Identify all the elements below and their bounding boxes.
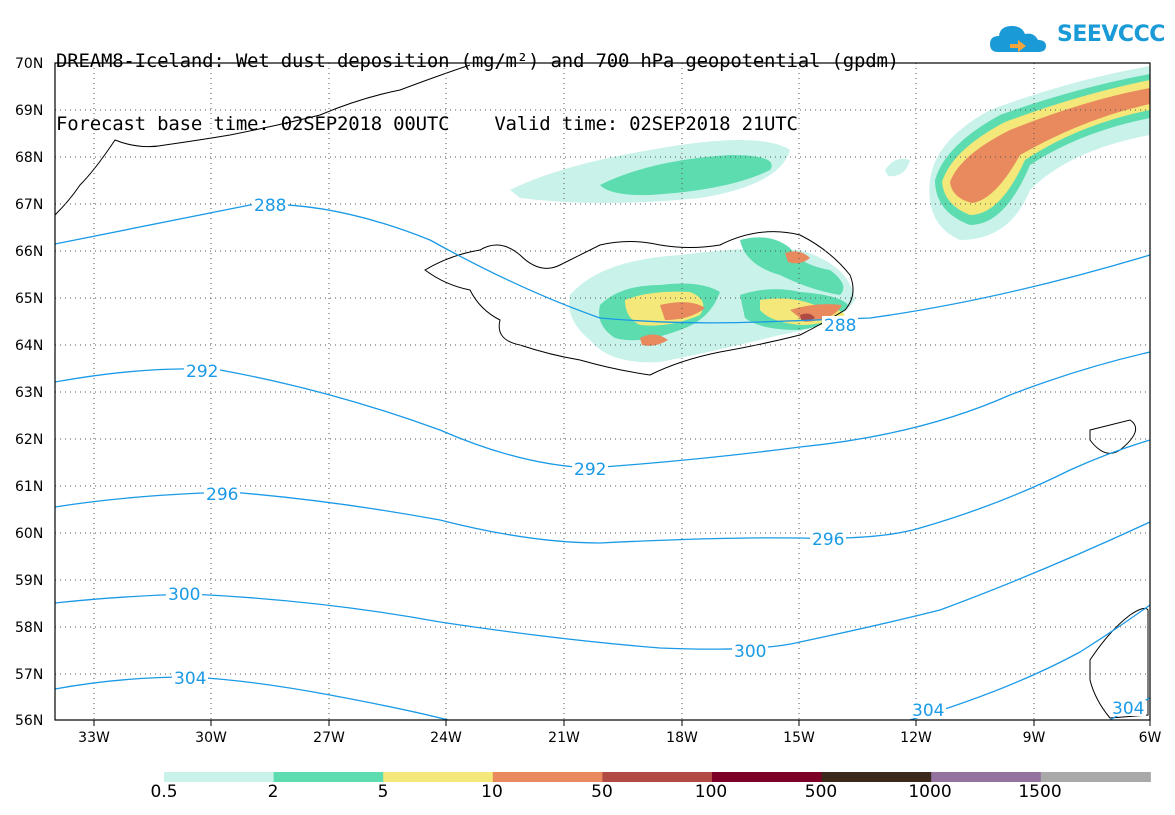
contour-label-304: 304: [174, 669, 206, 689]
lon-label: 9W: [1023, 730, 1046, 746]
legend-label: 1000: [908, 782, 952, 802]
map-frame: [54, 62, 1151, 721]
lat-label: 61N: [15, 479, 43, 495]
legend-swatch: [164, 772, 275, 782]
legend-swatch: [383, 772, 494, 782]
lat-label: 60N: [15, 526, 43, 542]
lon-label: 18W: [666, 730, 698, 746]
lat-label: 63N: [15, 385, 43, 401]
lat-label: 70N: [15, 56, 43, 72]
lat-label: 57N: [15, 667, 43, 683]
contour-304-left: [54, 676, 449, 721]
contour-label-292-east: 292: [574, 460, 606, 480]
faroe-coast: [1089, 419, 1137, 454]
legend-label: 500: [804, 782, 838, 802]
contour-labels: 288 292 296 300 304 288 292 296 300 304 …: [166, 196, 1146, 721]
iceland-coast: [424, 231, 854, 376]
legend-label: 50: [591, 782, 613, 802]
latitude-labels: 70N 69N 68N 67N 66N 65N 64N 63N 62N 61N …: [15, 56, 43, 729]
lat-label: 68N: [15, 150, 43, 166]
contour-label-296-east: 296: [812, 530, 844, 550]
tick-marks: [93, 720, 1151, 726]
legend-swatch: [602, 772, 713, 782]
legend-label: 10: [481, 782, 503, 802]
color-legend: [164, 772, 1151, 782]
logo-text: SEEVCCC: [1057, 22, 1165, 47]
lat-label: 56N: [15, 713, 43, 729]
lon-label: 27W: [313, 730, 345, 746]
greenland-coast: [54, 64, 471, 216]
lon-label: 21W: [548, 730, 580, 746]
lat-label: 62N: [15, 432, 43, 448]
dust-deposition-field: [510, 66, 1150, 363]
lat-label: 66N: [15, 244, 43, 260]
cloud-icon: [990, 26, 1046, 52]
contour-label-296: 296: [206, 485, 238, 505]
legend-swatch: [821, 772, 932, 782]
longitude-labels: 33W 30W 27W 24W 21W 18W 15W 12W 9W 6W: [78, 730, 1161, 746]
legend-label: 1500: [1018, 782, 1062, 802]
title-line-2: Forecast base time: 02SEP2018 00UTC Vali…: [56, 113, 798, 135]
contour-label-288: 288: [254, 196, 286, 216]
lat-label: 65N: [15, 291, 43, 307]
legend-swatch: [931, 772, 1042, 782]
legend-swatch: [273, 772, 384, 782]
lat-label: 69N: [15, 103, 43, 119]
contour-288: [54, 203, 1151, 324]
legend-label: 100: [694, 782, 728, 802]
legend-swatch: [1040, 772, 1151, 782]
title-line-1: DREAM8-Iceland: Wet dust deposition (mg/…: [56, 50, 899, 72]
map-title: DREAM8-Iceland: Wet dust deposition (mg/…: [56, 9, 899, 156]
lon-label: 15W: [783, 730, 815, 746]
lon-label: 24W: [430, 730, 462, 746]
lat-label: 58N: [15, 620, 43, 636]
contour-label-304-far: 304: [1112, 699, 1144, 719]
lon-label: 6W: [1139, 730, 1162, 746]
legend-label: 2: [267, 782, 279, 802]
lat-label: 64N: [15, 338, 43, 354]
lat-label: 59N: [15, 573, 43, 589]
lon-label: 33W: [78, 730, 110, 746]
lon-label: 12W: [900, 730, 932, 746]
contour-304-right: [909, 604, 1151, 721]
legend-label: 0.5: [150, 782, 178, 802]
contour-label-288-east: 288: [824, 316, 856, 336]
legend-swatch: [492, 772, 603, 782]
legend-label: 5: [377, 782, 389, 802]
lon-label: 30W: [195, 730, 227, 746]
legend-swatch: [712, 772, 823, 782]
contour-label-300: 300: [168, 585, 200, 605]
contour-label-292: 292: [186, 362, 218, 382]
contour-label-300-east: 300: [734, 642, 766, 662]
lat-label: 67N: [15, 197, 43, 213]
contour-300: [54, 521, 1151, 650]
contour-label-304-east: 304: [912, 701, 944, 721]
